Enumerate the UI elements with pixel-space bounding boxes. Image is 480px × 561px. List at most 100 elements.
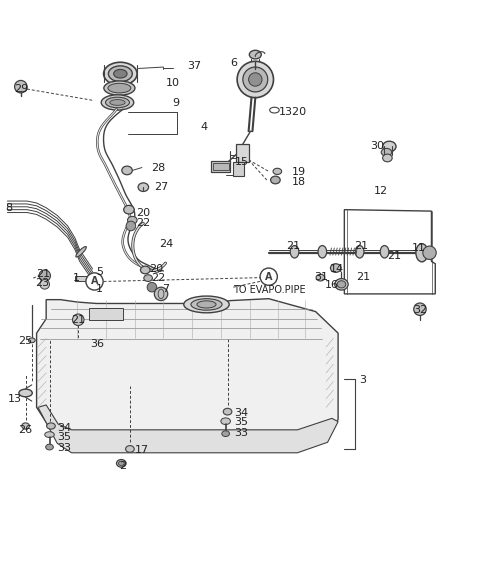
Text: A: A	[91, 277, 98, 287]
Ellipse shape	[76, 246, 86, 257]
Circle shape	[414, 303, 426, 315]
Text: 1: 1	[72, 273, 80, 283]
Bar	[236, 144, 249, 162]
Text: 23: 23	[35, 278, 49, 288]
Ellipse shape	[141, 266, 150, 274]
Text: 6: 6	[230, 58, 238, 68]
Text: 5: 5	[96, 267, 103, 277]
Text: 27: 27	[154, 182, 168, 192]
Ellipse shape	[271, 176, 280, 184]
Ellipse shape	[184, 296, 229, 313]
Circle shape	[260, 268, 277, 286]
Ellipse shape	[221, 418, 230, 425]
Ellipse shape	[318, 246, 326, 258]
Text: 13: 13	[8, 394, 22, 404]
Text: 34: 34	[57, 423, 72, 433]
Text: 16: 16	[325, 280, 339, 290]
Text: 10: 10	[166, 79, 180, 88]
Ellipse shape	[22, 423, 29, 429]
Text: TO EVAPO.PIPE: TO EVAPO.PIPE	[233, 285, 306, 295]
Circle shape	[86, 273, 103, 290]
Ellipse shape	[128, 217, 137, 224]
Bar	[89, 308, 123, 320]
Text: 21: 21	[387, 251, 402, 261]
Ellipse shape	[104, 81, 135, 95]
Text: 14: 14	[330, 264, 344, 274]
Ellipse shape	[249, 50, 261, 59]
Circle shape	[249, 73, 262, 86]
Text: 4: 4	[201, 122, 208, 132]
Ellipse shape	[337, 280, 346, 288]
Text: 9: 9	[172, 98, 179, 108]
Text: 29: 29	[14, 84, 28, 94]
Text: 2: 2	[120, 461, 127, 471]
Ellipse shape	[416, 243, 428, 262]
Text: 15: 15	[235, 157, 249, 167]
Ellipse shape	[47, 423, 55, 429]
Circle shape	[72, 314, 84, 325]
Ellipse shape	[335, 279, 348, 290]
Text: 21: 21	[356, 272, 370, 282]
Text: 11: 11	[412, 243, 426, 253]
Circle shape	[126, 221, 136, 231]
Ellipse shape	[380, 246, 389, 258]
Ellipse shape	[45, 432, 54, 438]
Text: 21: 21	[354, 241, 368, 251]
Text: 21: 21	[286, 241, 300, 251]
Ellipse shape	[108, 84, 131, 93]
Text: 24: 24	[159, 239, 174, 249]
Ellipse shape	[19, 389, 32, 397]
Text: 7: 7	[162, 284, 169, 294]
Text: 32: 32	[413, 305, 427, 315]
Ellipse shape	[46, 444, 53, 450]
Circle shape	[243, 67, 268, 92]
Ellipse shape	[316, 274, 324, 281]
Text: 1320: 1320	[279, 107, 307, 117]
Polygon shape	[38, 405, 338, 453]
Circle shape	[39, 270, 50, 282]
Text: 33: 33	[234, 427, 248, 438]
Text: 37: 37	[187, 61, 202, 71]
Text: A: A	[265, 272, 273, 282]
Ellipse shape	[124, 205, 134, 214]
Circle shape	[40, 279, 49, 289]
Text: 12: 12	[374, 186, 388, 196]
Bar	[233, 162, 244, 176]
Ellipse shape	[355, 246, 364, 258]
Polygon shape	[36, 298, 338, 449]
Text: 35: 35	[234, 417, 248, 427]
Ellipse shape	[101, 95, 134, 110]
Text: 17: 17	[135, 445, 149, 456]
Circle shape	[14, 80, 27, 93]
Ellipse shape	[110, 100, 125, 105]
Ellipse shape	[119, 461, 124, 466]
Ellipse shape	[383, 141, 396, 152]
Text: 20: 20	[149, 264, 163, 274]
Ellipse shape	[126, 445, 134, 452]
Circle shape	[423, 246, 436, 259]
Circle shape	[237, 61, 274, 98]
Ellipse shape	[273, 168, 282, 174]
Text: 21: 21	[72, 315, 85, 325]
Text: 20: 20	[136, 209, 150, 218]
Ellipse shape	[383, 154, 392, 162]
Ellipse shape	[223, 408, 232, 415]
Ellipse shape	[381, 149, 392, 156]
Text: 31: 31	[314, 272, 328, 282]
Ellipse shape	[222, 431, 229, 436]
Text: 25: 25	[18, 336, 33, 346]
Ellipse shape	[108, 66, 132, 82]
Ellipse shape	[330, 264, 341, 272]
Ellipse shape	[144, 275, 153, 282]
Ellipse shape	[197, 301, 216, 308]
Text: 18: 18	[292, 177, 306, 187]
Text: 33: 33	[57, 443, 71, 453]
Ellipse shape	[114, 70, 127, 78]
Ellipse shape	[28, 338, 35, 343]
Ellipse shape	[106, 97, 130, 108]
Ellipse shape	[191, 298, 222, 310]
Ellipse shape	[138, 183, 149, 191]
Ellipse shape	[122, 166, 132, 174]
Text: 30: 30	[370, 141, 384, 150]
Bar	[211, 161, 230, 172]
